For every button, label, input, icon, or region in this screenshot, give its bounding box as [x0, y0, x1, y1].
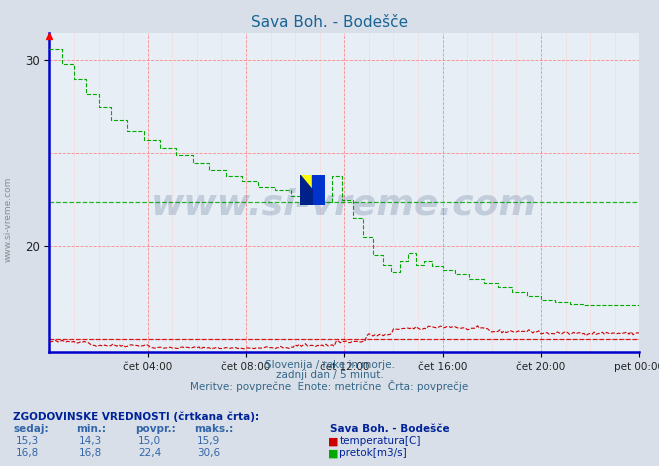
Text: sedaj:: sedaj: [13, 424, 49, 434]
Bar [312, 175, 325, 205]
Text: 22,4: 22,4 [138, 448, 161, 458]
Text: 30,6: 30,6 [197, 448, 221, 458]
Text: zadnji dan / 5 minut.: zadnji dan / 5 minut. [275, 370, 384, 380]
Text: povpr.:: povpr.: [135, 424, 176, 434]
Text: 16,8: 16,8 [16, 448, 40, 458]
Text: Sava Boh. - Bodešče: Sava Boh. - Bodešče [251, 15, 408, 30]
Text: Meritve: povprečne  Enote: metrične  Črta: povprečje: Meritve: povprečne Enote: metrične Črta:… [190, 380, 469, 392]
Text: min.:: min.: [76, 424, 106, 434]
Text: 15,0: 15,0 [138, 436, 161, 446]
Polygon shape [300, 175, 312, 205]
Text: www.si-vreme.com: www.si-vreme.com [152, 188, 537, 222]
Text: pretok[m3/s]: pretok[m3/s] [339, 448, 407, 458]
Text: www.si-vreme.com: www.si-vreme.com [4, 176, 13, 262]
Text: temperatura[C]: temperatura[C] [339, 436, 421, 446]
Bar [300, 175, 312, 190]
Text: 15,9: 15,9 [197, 436, 221, 446]
Text: 16,8: 16,8 [78, 448, 102, 458]
Text: ■: ■ [328, 436, 338, 446]
Text: maks.:: maks.: [194, 424, 234, 434]
Bar [300, 190, 312, 205]
Text: Slovenija / reke in morje.: Slovenija / reke in morje. [264, 360, 395, 370]
Text: ■: ■ [328, 448, 338, 458]
Text: 14,3: 14,3 [78, 436, 102, 446]
Text: 15,3: 15,3 [16, 436, 40, 446]
Text: ZGODOVINSKE VREDNOSTI (črtkana črta):: ZGODOVINSKE VREDNOSTI (črtkana črta): [13, 411, 259, 422]
Text: Sava Boh. - Bodešče: Sava Boh. - Bodešče [330, 424, 449, 434]
